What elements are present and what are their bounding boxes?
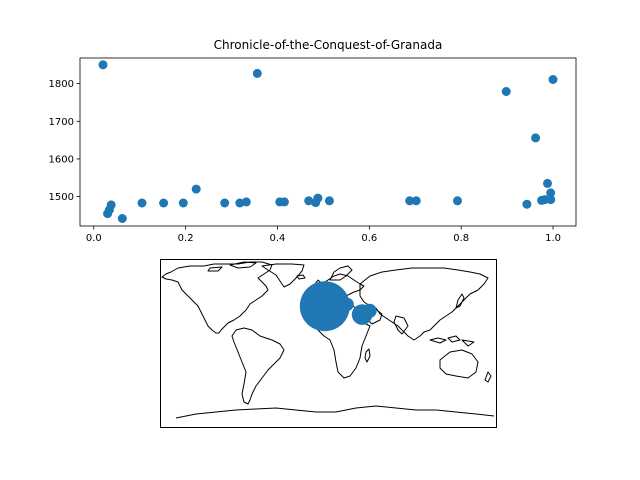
- y-axis-ticks: 1500 1600 1700 1800: [49, 79, 80, 203]
- scatter-point-19: [405, 196, 415, 206]
- coastline-antarctica: [175, 405, 495, 419]
- scatter-point-20: [411, 196, 421, 206]
- coastline-south-america: [231, 327, 285, 405]
- coastline-arctic-islands: [207, 261, 257, 272]
- chart-title: Chronicle-of-the-Conquest-of-Granada: [214, 38, 443, 52]
- scatter-point-5: [137, 198, 147, 208]
- x-tick-label: 0.8: [453, 233, 469, 244]
- y-tick-label: 1600: [49, 154, 74, 165]
- scatter-point-12: [252, 68, 262, 78]
- map-bubble-2: [362, 303, 377, 318]
- coastline-japan: [455, 293, 465, 309]
- x-tick-label: 1.0: [545, 233, 561, 244]
- scatter-point-3: [106, 200, 116, 210]
- coastline-indonesia: [429, 335, 475, 347]
- scatter-point-4: [117, 214, 127, 223]
- scatter-points: [98, 60, 558, 223]
- scatter-point-11: [241, 197, 251, 207]
- scatter-panel: Chronicle-of-the-Conquest-of-Granada 0.0…: [49, 38, 577, 244]
- x-tick-label: 0.0: [86, 233, 102, 244]
- map-frame: [160, 259, 497, 428]
- x-tick-label: 0.6: [361, 233, 377, 244]
- x-tick-label: 0.4: [270, 233, 286, 244]
- coastline-madagascar: [364, 348, 371, 363]
- map-panel: [160, 259, 497, 428]
- scatter-point-22: [501, 87, 511, 96]
- scatter-point-18: [324, 196, 334, 206]
- scatter-point-15: [304, 196, 314, 206]
- coastline-iceland: [296, 274, 306, 280]
- coastline-scandinavia: [329, 265, 353, 281]
- scatter-point-29: [546, 195, 556, 205]
- coastline-india: [393, 315, 409, 335]
- x-tick-label: 0.2: [178, 233, 194, 244]
- map-bubble-0: [299, 281, 350, 332]
- map-bubble-3: [340, 297, 354, 311]
- scatter-point-28: [546, 188, 556, 198]
- scatter-point-9: [220, 198, 230, 208]
- scatter-point-23: [522, 199, 532, 209]
- coastline-new-zealand: [484, 371, 492, 383]
- scatter-point-14: [279, 197, 289, 207]
- y-tick-label: 1800: [49, 79, 74, 90]
- scatter-point-30: [548, 75, 558, 84]
- scatter-point-24: [531, 133, 541, 143]
- coastline-north-america: [161, 261, 273, 334]
- x-axis-ticks: 0.0 0.2 0.4 0.6 0.8 1.0: [86, 226, 561, 244]
- coastline-australia: [439, 349, 479, 379]
- scatter-point-6: [159, 198, 169, 208]
- scatter-point-27: [543, 178, 552, 188]
- scatter-point-7: [178, 198, 188, 208]
- scatter-point-8: [191, 184, 201, 194]
- scatter-point-21: [453, 196, 462, 206]
- scatter-axes-frame: [79, 57, 577, 227]
- map-bubbles: [299, 281, 377, 332]
- y-tick-label: 1700: [49, 117, 74, 128]
- y-tick-label: 1500: [49, 192, 74, 203]
- scatter-point-17: [313, 193, 323, 203]
- coastline-asia: [359, 267, 489, 341]
- scatter-point-0: [98, 60, 108, 70]
- coastline-greenland: [261, 263, 305, 288]
